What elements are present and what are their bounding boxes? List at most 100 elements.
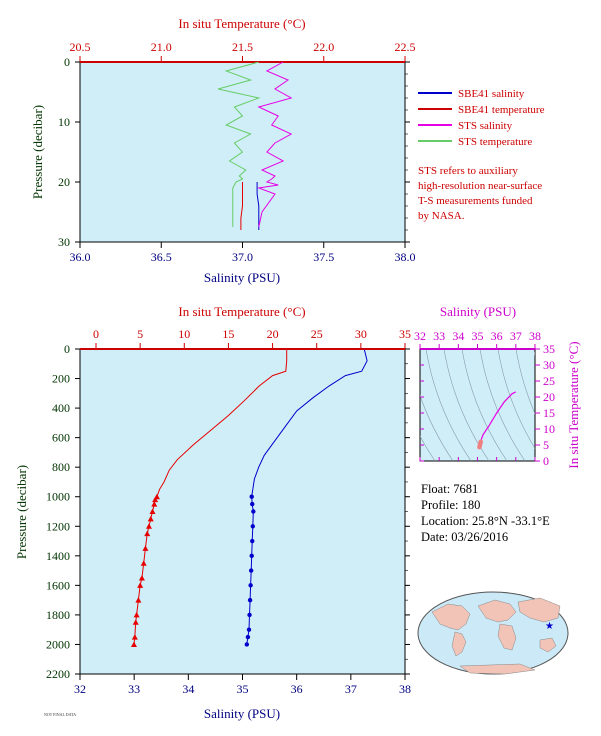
- top-series-sts-temperature: [217, 61, 261, 227]
- ts-sal-tick-label: 38: [529, 329, 541, 343]
- main-pressure-tick-label: 1200: [46, 519, 70, 533]
- temperature-marker: [133, 611, 140, 618]
- ts-temp-tick-label: 20: [543, 390, 555, 404]
- salinity-marker: [248, 568, 254, 573]
- main-pressure-tick-label: 2000: [46, 637, 70, 651]
- main-pressure-tick-label: 0: [64, 342, 70, 356]
- ts-sal-ticks: 32 33 34 35 36 37 38: [414, 329, 541, 461]
- top-temp-tick-label: 21.0: [151, 40, 172, 54]
- salinity-marker: [245, 634, 251, 640]
- salinity-marker: [250, 501, 255, 507]
- top-profile-lines: [217, 61, 293, 230]
- ts-sal-tick-label: 36: [491, 329, 503, 343]
- temperature-marker: [145, 523, 152, 529]
- top-sal-tick-label: 38.0: [395, 250, 416, 264]
- main-temp-tick-label: 30: [355, 327, 367, 341]
- top-temp-ticks: 20.5 21.0 21.5 22.0 22.5: [70, 40, 416, 62]
- top-sal-tick-label: 36.0: [70, 250, 91, 264]
- main-pressure-tick-label: 1000: [46, 490, 70, 504]
- salinity-marker: [247, 597, 253, 603]
- salinity-marker: [250, 538, 255, 544]
- ts-temp-tick-label: 5: [543, 438, 549, 452]
- ts-sal-tick-label: 32: [414, 329, 426, 343]
- ts-temp-tick-label: 10: [543, 422, 555, 436]
- main-pressure-ticks: 0 200 400 600 800 1000 1200 1400 1600 1800 2000 220…: [46, 342, 410, 681]
- ts-sal-tick-label: 37: [510, 329, 522, 343]
- main-temp-tick-label: 15: [222, 327, 234, 341]
- temperature-marker: [137, 582, 144, 588]
- top-sal-tick-label: 37.0: [232, 250, 253, 264]
- top-sal-tick-label: 36.5: [151, 250, 172, 264]
- main-temp-tick-label: 10: [178, 327, 190, 341]
- float-position-marker: ★: [545, 621, 554, 632]
- main-sal-tick-label: 37: [345, 682, 357, 696]
- legend-label: STS salinity: [458, 120, 513, 132]
- salinity-marker: [246, 627, 252, 632]
- ts-panel: Salinity (PSU) In situ Temperature (°C) …: [414, 304, 581, 469]
- float-id: Float: 7681: [421, 482, 478, 496]
- float-info: Float: 7681 Profile: 180 Location: 25.8°…: [421, 482, 550, 544]
- sts-note: STS refers to auxiliary high-resolution n…: [418, 165, 542, 222]
- main-pressure-tick-label: 2200: [46, 667, 70, 681]
- temperature-marker: [144, 530, 151, 537]
- main-sal-tick-label: 38: [399, 682, 411, 696]
- density-contour: [497, 349, 535, 449]
- legend-label: SBE41 salinity: [458, 88, 525, 100]
- main-pressure-tick-label: 1800: [46, 608, 70, 622]
- top-pressure-ticks: 0 10 20 30: [58, 55, 410, 249]
- density-contour: [461, 349, 508, 461]
- main-pressure-tick-label: 600: [52, 431, 70, 445]
- ts-deep-point: [478, 439, 483, 444]
- location: Location: 25.8°N -33.1°E: [421, 514, 550, 528]
- main-profile-lines: [130, 349, 368, 647]
- salinity-marker: [247, 612, 252, 618]
- profile-number: Profile: 180: [421, 498, 480, 512]
- main-pressure-tick-label: 200: [52, 372, 70, 386]
- main-pressure-tick-label: 800: [52, 460, 70, 474]
- ts-temp-tick-label: 35: [543, 342, 555, 356]
- top-series-sbe41-salinity: [256, 182, 260, 230]
- main-temp-tick-label: 25: [311, 327, 323, 341]
- note-line: high-resolution near-surface: [418, 180, 542, 192]
- ts-profile-line: [477, 391, 517, 450]
- main-panel: In situ Temperature (°C) Salinity (PSU) …: [14, 304, 411, 721]
- top-sal-ticks: 36.0 36.5 37.0 37.5 38.0: [70, 242, 416, 264]
- top-pressure-tick-label: 10: [58, 115, 70, 129]
- legend: SBE41 salinity SBE41 temperature STS salin…: [418, 88, 545, 148]
- note-line: by NASA.: [418, 210, 465, 222]
- date: Date: 03/26/2016: [421, 530, 508, 544]
- ts-sal-axis-title: Salinity (PSU): [440, 304, 516, 319]
- density-contour: [425, 349, 472, 461]
- temperature-marker: [152, 496, 159, 503]
- top-temp-axis-title: In situ Temperature (°C): [178, 16, 305, 31]
- ts-sal-tick-label: 35: [472, 329, 484, 343]
- top-sal-axis-title: Salinity (PSU): [204, 270, 280, 285]
- top-pressure-tick-label: 20: [58, 175, 70, 189]
- top-pressure-tick-label: 0: [64, 55, 70, 69]
- main-temp-tick-label: 35: [399, 327, 411, 341]
- top-temp-tick-label: 20.5: [70, 40, 91, 54]
- ts-sal-tick-label: 34: [452, 329, 464, 343]
- main-temp-axis-title: In situ Temperature (°C): [178, 304, 305, 319]
- footer-tag: NOT FINAL DATA: [44, 712, 76, 717]
- main-temp-tick-label: 20: [267, 327, 279, 341]
- note-line: T-S measurements funded: [418, 195, 533, 207]
- temperature-marker: [132, 619, 139, 625]
- density-contours: [420, 349, 535, 461]
- density-contour: [515, 349, 535, 415]
- main-series-salinity: [246, 349, 368, 645]
- temperature-marker: [140, 560, 147, 566]
- top-sal-tick-label: 37.5: [313, 250, 334, 264]
- top-series-sts-salinity: [256, 61, 293, 228]
- main-temp-tick-label: 0: [93, 327, 99, 341]
- salinity-marker: [251, 509, 256, 514]
- ts-temp-axis-title: In situ Temperature (°C): [566, 341, 581, 468]
- salinity-marker: [248, 583, 253, 588]
- salinity-marker: [244, 642, 250, 647]
- main-sal-tick-label: 32: [74, 682, 86, 696]
- temperature-marker: [131, 634, 138, 640]
- main-sal-axis-title: Salinity (PSU): [204, 706, 280, 721]
- legend-label: STS temperature: [458, 136, 532, 148]
- main-sal-ticks: 32 33 34 35 36 37 38: [74, 674, 411, 696]
